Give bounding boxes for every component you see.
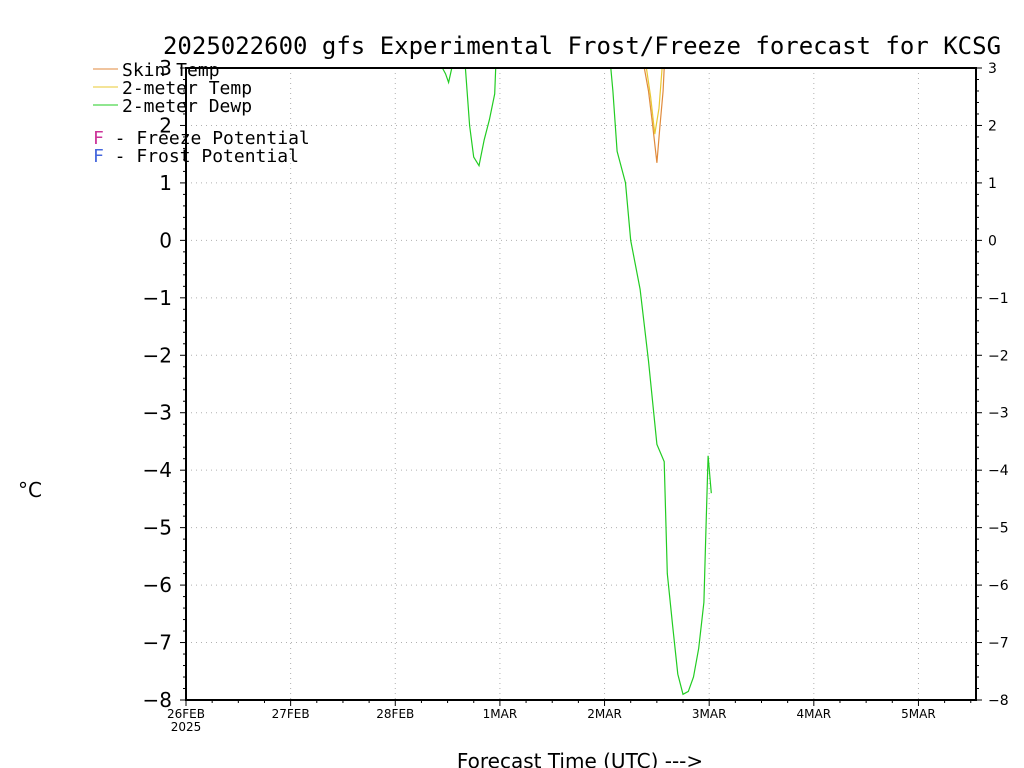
legend: Skin Temp 2-meter Temp 2-meter Dewp F - …: [93, 60, 310, 167]
y-tick-label-left: 1: [159, 171, 172, 195]
y-tick-label-left: 2: [159, 113, 172, 137]
series-line-2-meter-dewp: [464, 67, 497, 168]
x-tick-label: 3MAR: [692, 707, 727, 721]
series-line-2-meter-dewp: [441, 67, 453, 85]
y-tick-label-right: 0: [988, 233, 997, 249]
y-tick-label-right: 3: [988, 61, 997, 77]
y-tick-label-right: −4: [988, 463, 1009, 479]
y-tick-label-left: −6: [143, 573, 172, 597]
series-line-2-meter-dewp: [610, 67, 712, 696]
y-tick-label-left: 0: [159, 228, 172, 252]
series-line-skin-temp: [643, 67, 665, 163]
y-axis-label: °C: [18, 478, 42, 502]
y-tick-label-right: −5: [988, 521, 1009, 537]
x-tick-label: 1MAR: [483, 707, 518, 721]
chart-title: 2025022600 gfs Experimental Frost/Freeze…: [163, 32, 1001, 60]
frost-potential-text: - Frost Potential: [104, 146, 299, 167]
y-tick-label-right: −7: [988, 636, 1009, 652]
y-tick-label-right: 2: [988, 118, 997, 134]
y-tick-label-right: −8: [988, 693, 1009, 709]
freeze-marker: F: [93, 128, 104, 149]
freeze-potential-note: F - Freeze Potential: [93, 128, 310, 149]
series-lines: [441, 67, 712, 696]
y-tick-label-left: −3: [143, 401, 172, 425]
y-tick-label-right: −6: [988, 578, 1009, 594]
series-line-2-meter-temp: [645, 67, 663, 135]
frost-marker: F: [93, 146, 104, 167]
y-tick-label-left: −1: [143, 286, 172, 310]
x-tick-label: 26FEB: [167, 707, 205, 721]
y-tick-label-left: −7: [143, 631, 172, 655]
plot-frame: [185, 67, 977, 701]
y-tick-label-right: −3: [988, 406, 1009, 422]
x-tick-year-label: 2025: [171, 720, 202, 734]
grid: [185, 67, 976, 701]
y-tick-label-right: −1: [988, 291, 1009, 307]
frost-potential-note: F - Frost Potential: [93, 146, 299, 167]
x-tick-label: 5MAR: [901, 707, 936, 721]
y-tick-label-left: −8: [143, 688, 172, 712]
y-tick-label-right: 1: [988, 176, 997, 192]
legend-label-skin-temp: Skin Temp: [122, 60, 220, 81]
y-tick-label-left: −4: [143, 458, 172, 482]
freeze-potential-text: - Freeze Potential: [104, 128, 310, 149]
x-tick-label: 27FEB: [272, 707, 310, 721]
y-tick-label-left: −2: [143, 343, 172, 367]
y-tick-label-left: −5: [143, 516, 172, 540]
x-axis-label: Forecast Time (UTC) --->: [457, 749, 703, 768]
y-tick-label-right: −2: [988, 348, 1009, 364]
x-tick-label: 4MAR: [797, 707, 832, 721]
y-tick-label-left: 3: [159, 56, 172, 80]
x-tick-label: 2MAR: [587, 707, 622, 721]
legend-label-2m-temp: 2-meter Temp: [122, 78, 252, 99]
ticks: −8 −8 −7 −7 −6 −6 −5 −5 −4 −4 −3 −3 −2 −2 −1 −1 0 0 1 1 2 2 3 3…: [143, 56, 1009, 734]
x-tick-label: 28FEB: [376, 707, 414, 721]
legend-label-2m-dewp: 2-meter Dewp: [122, 96, 252, 117]
